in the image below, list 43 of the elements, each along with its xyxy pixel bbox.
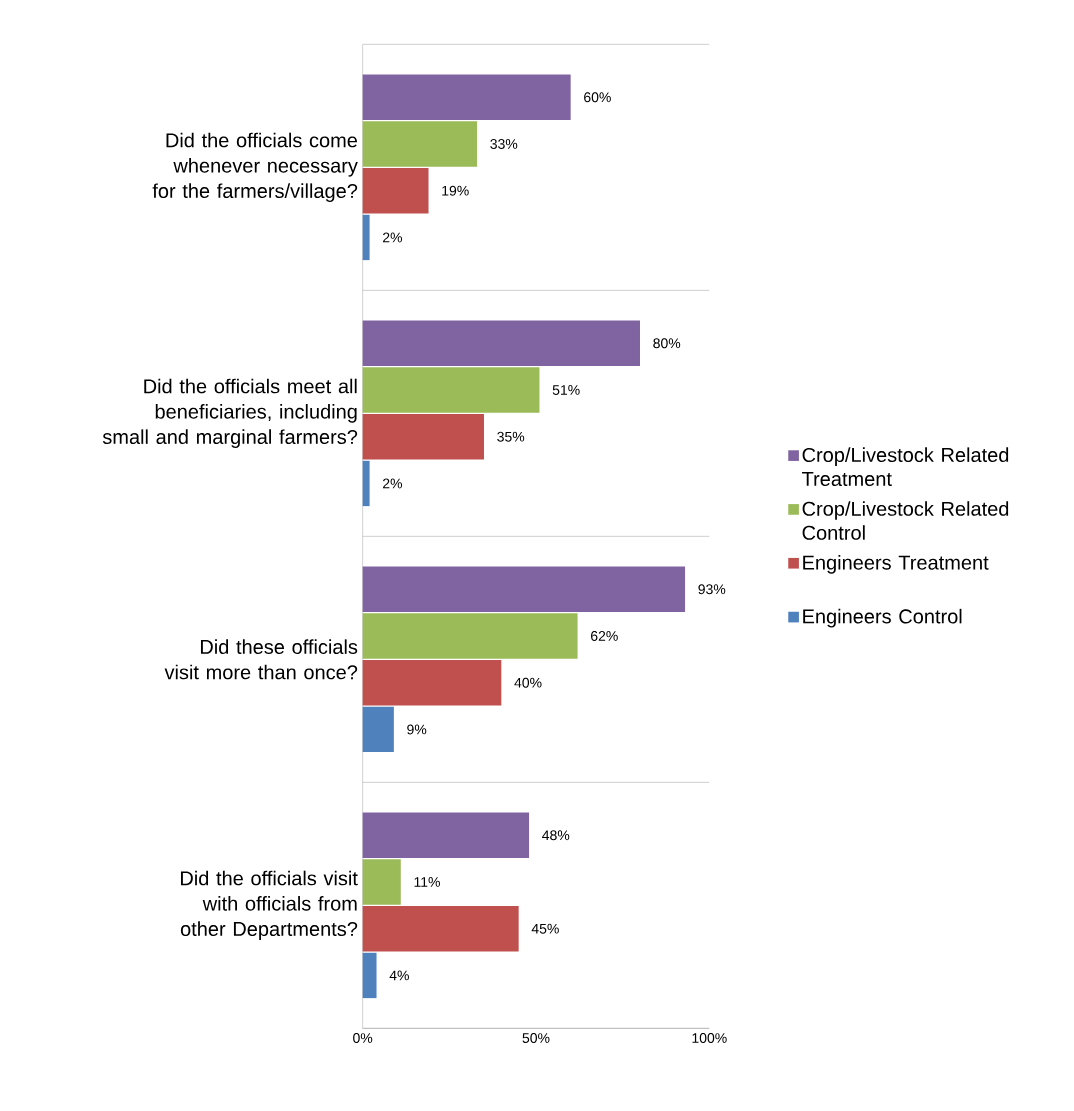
- data-label: 93%: [698, 584, 726, 595]
- bar: [362, 706, 394, 753]
- data-label: 4%: [389, 970, 409, 981]
- data-label: 48%: [542, 830, 570, 841]
- bar: [362, 906, 519, 952]
- data-label: 35%: [497, 431, 525, 442]
- bar: [362, 367, 540, 413]
- bar: [362, 812, 530, 858]
- legend-label: Engineers Treatment: [803, 555, 989, 574]
- data-label: 60%: [584, 92, 611, 103]
- y-tick-label: Did the officials visit with officials from other Departments?: [180, 870, 358, 940]
- bar: [362, 214, 370, 261]
- data-label: 40%: [514, 677, 542, 688]
- data-label: 45%: [531, 923, 559, 934]
- bar: [362, 460, 370, 507]
- bar: [362, 121, 478, 167]
- x-tick-label: 100%: [692, 1033, 727, 1043]
- y-tick-label: Did the officials meet all beneficiaries, including small and marginal farmers?: [102, 378, 358, 448]
- data-label: 80%: [653, 338, 681, 349]
- x-tick-label: 0%: [353, 1033, 373, 1043]
- data-label: 2%: [383, 232, 403, 243]
- y-tick-label: Did the officials come whenever necessary for the farmers/village?: [152, 132, 358, 202]
- data-label: 9%: [407, 724, 427, 735]
- legend-label: Crop/Livestock Related Control: [802, 501, 1009, 540]
- bar: [362, 660, 502, 706]
- data-label: 2%: [383, 478, 403, 489]
- bar: [362, 613, 578, 659]
- legend-label: Crop/Livestock Related Treatment: [802, 447, 1009, 487]
- data-label: 62%: [591, 631, 618, 641]
- data-label: 11%: [414, 877, 440, 887]
- bar: [362, 566, 686, 612]
- data-label: 51%: [552, 385, 580, 395]
- legend-label: Engineers Control: [803, 608, 962, 628]
- bar: [362, 74, 571, 120]
- bar: [362, 414, 484, 460]
- bar: [362, 952, 377, 999]
- data-label: 33%: [490, 139, 518, 149]
- bar: [362, 320, 640, 366]
- bar: [362, 859, 401, 905]
- y-tick-label: Did these officials visit more than once?: [164, 639, 358, 680]
- bar: [362, 168, 429, 214]
- x-tick-label: 50%: [522, 1033, 550, 1043]
- data-label: 19%: [442, 185, 469, 196]
